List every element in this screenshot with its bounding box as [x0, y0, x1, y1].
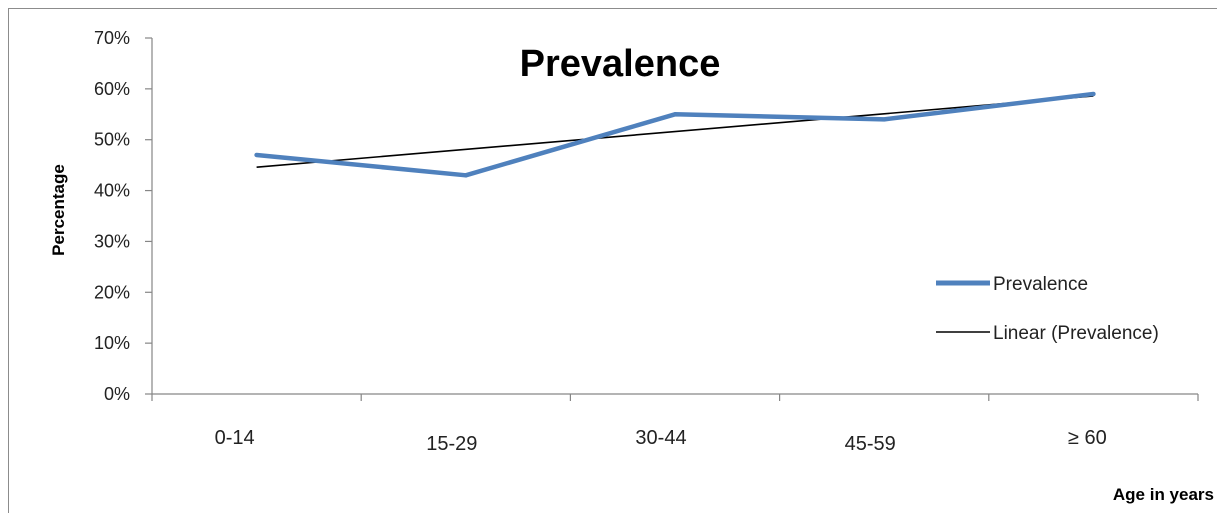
x-tick-label: 0-14: [215, 427, 255, 449]
trendline-layer: [257, 96, 1094, 167]
data-point-prevalence: [464, 173, 468, 177]
y-tick-label: 20%: [94, 282, 130, 302]
y-tick-label: 50%: [94, 130, 130, 150]
y-axis-ticks: 0% 10% 20% 30% 40% 50% 60% 70%: [94, 28, 152, 404]
x-tick-label: 30-44: [635, 427, 686, 449]
chart-title: Prevalence: [520, 43, 721, 85]
y-tick-label: 30%: [94, 231, 130, 251]
y-axis-title: Percentage: [49, 164, 68, 256]
series-layer: [255, 92, 1096, 177]
y-tick-label: 0%: [104, 384, 130, 404]
legend-label-trendline: Linear (Prevalence): [993, 323, 1159, 344]
y-tick-label: 70%: [94, 28, 130, 48]
data-point-prevalence: [673, 112, 677, 116]
data-point-prevalence: [1091, 92, 1095, 96]
x-axis-title: Age in years: [1113, 485, 1214, 504]
legend: Prevalence Linear (Prevalence): [936, 274, 1159, 344]
x-tick-label: 15-29: [426, 433, 477, 455]
x-tick-label: 45-59: [845, 433, 896, 455]
data-point-prevalence: [255, 153, 259, 157]
data-point-prevalence: [882, 117, 886, 121]
x-axis-ticks: 0-14 15-29 30-44 45-59 ≥ 60: [152, 394, 1198, 455]
y-tick-label: 60%: [94, 79, 130, 99]
y-tick-label: 40%: [94, 181, 130, 201]
trendline-linear: [257, 96, 1094, 167]
legend-label-prevalence: Prevalence: [993, 274, 1088, 295]
x-tick-label: ≥ 60: [1068, 427, 1107, 449]
y-tick-label: 10%: [94, 333, 130, 353]
